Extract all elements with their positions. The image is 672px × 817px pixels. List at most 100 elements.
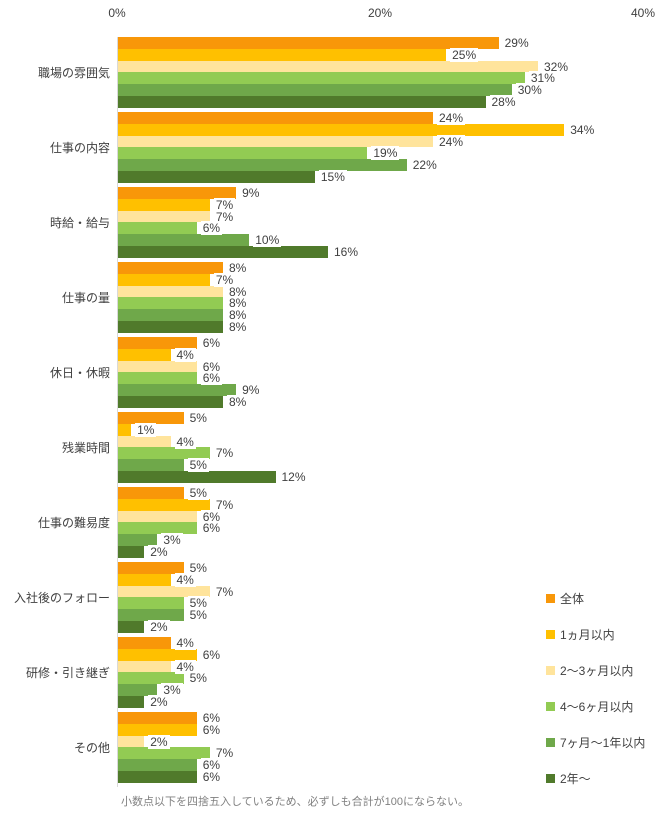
bar [118, 609, 184, 622]
bar-row: 4% [118, 434, 648, 449]
x-axis-tick-40: 40% [630, 6, 656, 20]
bar [118, 637, 171, 649]
bar-row: 6% [118, 758, 648, 773]
bar-row: 8% [118, 308, 648, 323]
bar-value-label: 7% [213, 272, 236, 287]
bar [118, 171, 315, 183]
legend: 全体 1ヵ月以内 2〜3ヶ月以内 4〜6ヶ月以内 7ヶ月〜1年以内 2年〜 [546, 592, 645, 808]
bar-row: 2% [118, 695, 648, 710]
bar-row: 9% [118, 383, 648, 398]
bar-value-label: 1% [135, 422, 157, 437]
legend-swatch-icon [546, 701, 555, 711]
bar [118, 487, 184, 499]
legend-item: 1ヵ月以内 [546, 628, 645, 642]
bar-value-label: 6% [200, 758, 223, 773]
legend-label: 全体 [560, 591, 585, 606]
bar [118, 723, 197, 736]
category-label: 仕事の量 [61, 291, 110, 306]
bar [118, 348, 171, 361]
bar [118, 471, 276, 483]
footnote: 小数点以下を四捨五入しているため、必ずしも合計が100にならない。 [121, 796, 470, 808]
bar-row: 5% [118, 485, 648, 500]
bar-row: 8% [118, 260, 648, 275]
bar-value-label: 8% [227, 284, 249, 299]
bar-value-label: 22% [410, 158, 439, 173]
bar [118, 262, 223, 274]
bar-value-label: 6% [200, 710, 223, 725]
bar-row: 15% [118, 170, 648, 185]
bar [118, 546, 145, 558]
bar-value-label: 8% [227, 320, 249, 335]
category-label: 研修・引き継ぎ [25, 666, 110, 681]
bar-row: 6% [118, 710, 648, 725]
bar-value-label: 4% [174, 572, 196, 587]
bar-value-label: 8% [227, 395, 249, 410]
bar-group: 6% 6% 2% 7% 6% 6% [118, 710, 648, 785]
bar-group: 5% 1% 4% 7% 5% 12% [118, 410, 648, 485]
category-label: 職場の雰囲気 [37, 66, 110, 81]
bar [118, 684, 158, 697]
bar-row: 12% [118, 470, 648, 485]
bar-row: 4% [118, 635, 648, 650]
bar-value-label: 4% [174, 347, 196, 362]
category-label: 残業時間 [61, 441, 110, 456]
bar-group: 24% 34% 24% 19% 22% 15% [118, 110, 648, 185]
bar-row: 5% [118, 410, 648, 425]
bar [118, 510, 197, 523]
bar-row: 2% [118, 545, 648, 560]
bar-value-label: 16% [332, 245, 361, 260]
bar [118, 459, 184, 472]
bar-value-label: 4% [174, 659, 196, 674]
bar [118, 696, 145, 708]
bar-row: 31% [118, 71, 648, 86]
bar [118, 648, 197, 661]
bar [118, 672, 184, 685]
bar-row: 16% [118, 245, 648, 260]
bar [118, 285, 223, 298]
bar-value-label: 9% [240, 185, 262, 200]
category-label: 時給・給与 [49, 216, 110, 231]
bar [118, 498, 210, 511]
bar [118, 321, 223, 333]
bar-group: 9% 7% 7% 6% 10% 16% [118, 185, 648, 260]
bar-value-label: 19% [371, 146, 400, 161]
bar [118, 759, 197, 772]
bar [118, 273, 210, 286]
bar [118, 159, 407, 172]
bar-row: 6% [118, 221, 648, 236]
bar [118, 562, 184, 574]
x-axis-tick-20: 20% [367, 6, 393, 20]
bar [118, 534, 158, 547]
legend-label: 2〜3ヶ月以内 [560, 663, 634, 678]
bar-row: 32% [118, 59, 648, 74]
bar [118, 735, 145, 748]
bar-value-label: 5% [187, 485, 209, 500]
bar [118, 135, 433, 148]
bar [118, 712, 197, 724]
bar-value-label: 6% [200, 770, 223, 785]
bar [118, 234, 250, 247]
bar-value-label: 8% [227, 296, 249, 311]
bar [118, 210, 210, 223]
bar-value-label: 7% [213, 746, 236, 761]
bar-row: 6% [118, 335, 648, 350]
bar-row: 7% [118, 197, 648, 212]
bar-row: 28% [118, 95, 648, 110]
bar-value-label: 6% [200, 509, 223, 524]
bar [118, 112, 433, 124]
bar-row: 22% [118, 158, 648, 173]
bar-value-label: 8% [227, 260, 249, 275]
bar-value-label: 31% [528, 71, 557, 86]
bar-value-label: 28% [489, 95, 518, 110]
bar-row: 1% [118, 422, 648, 437]
bar-row: 8% [118, 320, 648, 335]
bar-value-label: 32% [542, 59, 571, 74]
bar [118, 360, 197, 373]
bar-value-label: 5% [187, 560, 209, 575]
x-axis-tick-0: 0% [108, 6, 126, 20]
legend-label: 4〜6ヶ月以内 [560, 699, 634, 714]
bar-value-label: 12% [279, 470, 308, 485]
bar-value-label: 2% [148, 695, 170, 710]
bar-row: 5% [118, 458, 648, 473]
bar-row: 6% [118, 647, 648, 662]
